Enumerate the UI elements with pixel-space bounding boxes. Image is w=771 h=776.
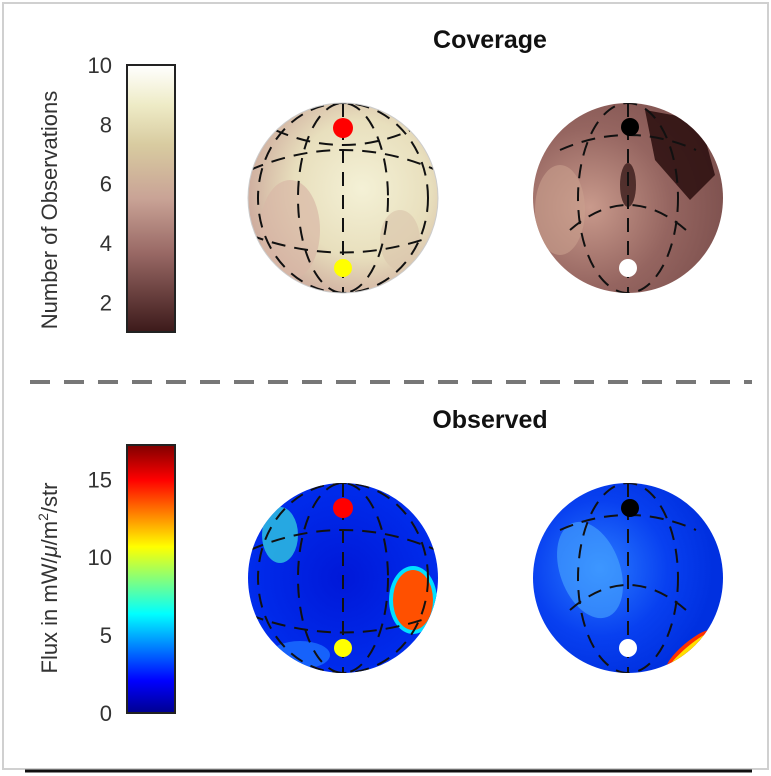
colorbar-tick-label: 15 [88,467,112,492]
colorbar-tick-label: 0 [100,701,112,726]
colorbar-tick-label: 10 [88,545,112,570]
colorbar-tick-label: 2 [100,290,112,315]
coverage-title: Coverage [433,26,547,54]
colorbar-tick-label: 4 [100,231,112,256]
colorbar-tick-label: 10 [88,53,112,78]
colorbar-tick-label: 5 [100,623,112,648]
observed-sphere-north [248,483,438,673]
coverage-colorbar-label: Number of Observations [37,91,62,329]
coverage-colorbar-ticks: 2 4 6 8 10 [88,53,112,315]
colorbar-tick-label: 8 [100,112,112,137]
south-pole-marker [619,639,637,657]
north-pole-marker [333,498,353,518]
south-pole-marker [619,259,637,277]
colorbar-tick-label: 6 [100,172,112,197]
south-pole-marker [334,639,352,657]
north-pole-marker [621,118,639,136]
observed-sphere-south [533,483,723,673]
observed-colorbar-ticks: 0 5 10 15 [88,467,112,726]
observed-colorbar-label: Flux in mW/μ/m2/str [35,483,62,674]
coverage-sphere-south [533,103,723,293]
north-pole-marker [621,499,639,517]
coverage-sphere-north [247,102,439,294]
north-pole-marker [333,118,353,138]
coverage-colorbar [126,64,176,333]
observed-colorbar [126,444,176,714]
south-pole-marker [334,259,352,277]
observed-title: Observed [432,406,547,434]
